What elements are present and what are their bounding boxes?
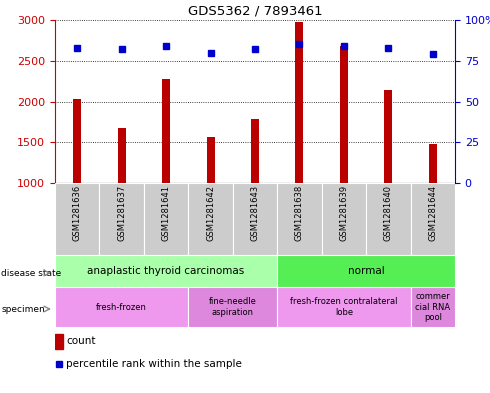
Text: anaplastic thyroid carcinomas: anaplastic thyroid carcinomas [88, 266, 245, 276]
Bar [55, 255, 277, 287]
Text: fresh-frozen contralateral
lobe: fresh-frozen contralateral lobe [290, 297, 398, 317]
Bar [118, 128, 125, 183]
Text: GSM1281643: GSM1281643 [250, 185, 260, 241]
Text: GSM1281637: GSM1281637 [117, 185, 126, 241]
Bar [429, 144, 437, 183]
Text: specimen: specimen [1, 305, 45, 314]
Bar [366, 183, 411, 255]
Bar [277, 183, 321, 255]
Bar [188, 183, 233, 255]
Bar [411, 183, 455, 255]
Text: disease state: disease state [1, 268, 61, 277]
Title: GDS5362 / 7893461: GDS5362 / 7893461 [188, 4, 322, 17]
Bar [251, 119, 259, 183]
Text: GSM1281641: GSM1281641 [162, 185, 171, 241]
Bar [277, 255, 455, 287]
Text: count: count [67, 336, 96, 346]
Text: percentile rank within the sample: percentile rank within the sample [67, 359, 242, 369]
Bar [55, 334, 63, 349]
Text: GSM1281644: GSM1281644 [428, 185, 437, 241]
Text: fine-needle
aspiration: fine-needle aspiration [209, 297, 257, 317]
Text: GSM1281642: GSM1281642 [206, 185, 215, 241]
Bar [188, 287, 277, 327]
Bar [384, 90, 392, 183]
Bar [340, 46, 348, 183]
Bar [321, 183, 366, 255]
Bar [55, 183, 99, 255]
Text: GSM1281636: GSM1281636 [73, 185, 82, 241]
Bar [99, 183, 144, 255]
Text: GSM1281639: GSM1281639 [340, 185, 348, 241]
Bar [207, 136, 215, 183]
Text: normal: normal [348, 266, 385, 276]
Bar [411, 287, 455, 327]
Bar [295, 22, 303, 183]
Text: GSM1281638: GSM1281638 [295, 185, 304, 241]
Bar [162, 79, 170, 183]
Text: GSM1281640: GSM1281640 [384, 185, 393, 241]
Bar [233, 183, 277, 255]
Bar [144, 183, 188, 255]
Bar [73, 99, 81, 183]
Bar [55, 287, 188, 327]
Text: fresh-frozen: fresh-frozen [96, 303, 147, 312]
Text: commer
cial RNA
pool: commer cial RNA pool [415, 292, 450, 322]
Bar [277, 287, 411, 327]
